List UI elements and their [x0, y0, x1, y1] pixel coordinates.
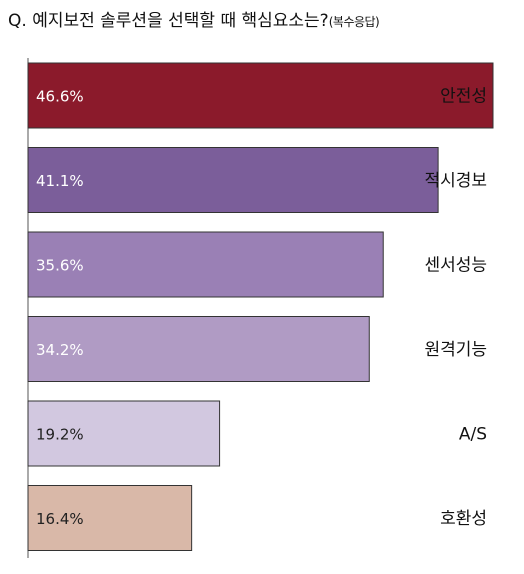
value-label-3: 35.6% — [36, 257, 84, 275]
category-label-2: 적시경보 — [424, 171, 487, 191]
value-label-1: 46.6% — [36, 88, 84, 106]
chart-title-text: Q. 예지보전 솔루션을 선택할 때 핵심요소는? — [8, 11, 329, 31]
category-label-1: 안전성 — [440, 87, 487, 107]
category-label-4: 원격기능 — [424, 340, 487, 360]
chart-title: Q. 예지보전 솔루션을 선택할 때 핵심요소는?(복수응답) — [8, 6, 380, 31]
category-label-3: 센서성능 — [424, 256, 487, 276]
category-label-5: A/S — [459, 425, 487, 445]
bar-6 — [27, 485, 193, 551]
bar-2 — [27, 147, 439, 213]
bar-4 — [27, 316, 370, 382]
value-label-4: 34.2% — [36, 341, 84, 359]
bars-group: 46.6% 안전성 41.1% 적시경보 35.6% 센서성능 34.2% 원격기능 19.2%… — [27, 62, 494, 551]
value-label-2: 41.1% — [36, 172, 84, 190]
bar-5 — [27, 400, 221, 467]
bar-3 — [27, 231, 384, 298]
bar-1 — [27, 62, 494, 129]
value-label-6: 16.4% — [36, 510, 84, 528]
category-label-6: 호환성 — [440, 509, 487, 529]
value-label-5: 19.2% — [36, 426, 84, 444]
chart-subtitle: (복수응답) — [328, 15, 380, 29]
